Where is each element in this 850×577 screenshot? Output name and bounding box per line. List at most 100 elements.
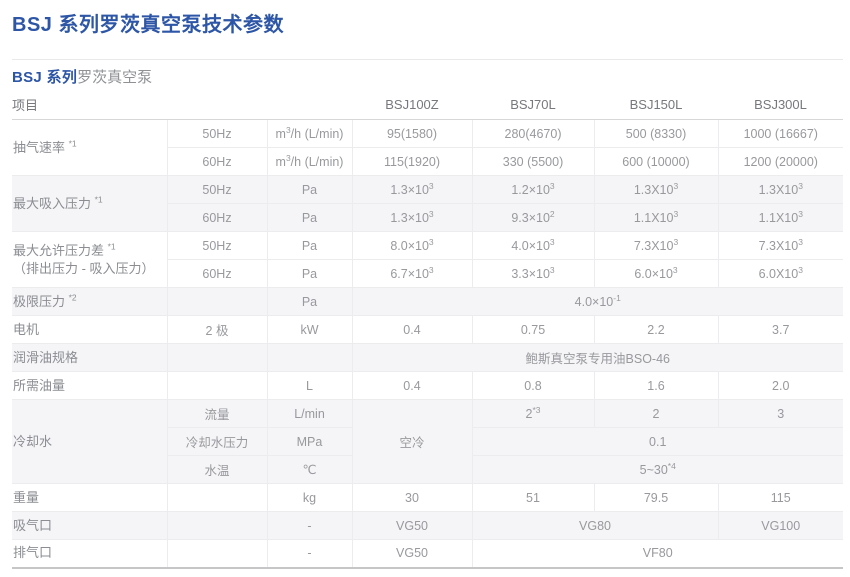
table-cell-label: 排气口 <box>12 539 168 569</box>
spec-table-head: 项目 BSJ100Z BSJ70L BSJ150L BSJ300L <box>12 89 843 120</box>
table-row: 最大允许压力差 *1 （排出压力 - 吸入压力） 50Hz Pa 8.0×103 4.0×… <box>12 231 843 288</box>
table-cell-value: 1200 (20000) <box>717 147 843 176</box>
table-row: 重量 kg 30 51 79.5 115 <box>12 483 843 512</box>
table-cell-value: 1.3X103 <box>717 175 843 204</box>
table-cell-sub: 流量 <box>166 399 268 428</box>
table-row: 极限压力 *2 Pa 4.0×10-1 <box>12 287 843 316</box>
table-cell-sub: 水温 <box>167 455 268 484</box>
table-cell-unit: - <box>266 511 353 540</box>
page-title: BSJ 系列罗茨真空泵技术参数 <box>12 14 284 36</box>
table-cell-sub: 60Hz <box>167 147 268 176</box>
spec-table: 项目 BSJ100Z BSJ70L BSJ150L BSJ300L 抽气速率 *1 50H… <box>12 89 843 569</box>
section-subtitle: BSJ 系列罗茨真空泵 <box>12 69 843 87</box>
table-cell-value: 4.0×10-1 <box>351 287 843 316</box>
table-cell-value: 115 <box>717 483 843 512</box>
superscript: 3 <box>673 208 679 219</box>
superscript: 3 <box>673 180 679 191</box>
subtitle-series-label: BSJ 系列 <box>12 69 78 86</box>
superscript: 3 <box>285 152 291 163</box>
table-cell-value: 3.3×103 <box>471 259 595 288</box>
table-row: 润滑油规格 鲍斯真空泵专用油BSO-46 <box>12 343 843 372</box>
table-cell-value: 0.75 <box>471 315 595 344</box>
table-cell-label: 最大允许压力差 *1 （排出压力 - 吸入压力） <box>12 231 168 288</box>
table-cell-sub <box>166 371 268 400</box>
superscript: *4 <box>667 460 676 471</box>
table-cell-value: 3.7 <box>717 315 843 344</box>
column-header-model: BSJ150L <box>594 89 718 120</box>
table-cell-sub: 50Hz <box>166 231 268 260</box>
table-cell-value: 空冷 <box>351 399 473 484</box>
table-cell-value: 280(4670) <box>471 119 595 148</box>
superscript: 3 <box>428 264 434 275</box>
table-cell-unit: L <box>266 371 353 400</box>
table-cell-value: 1.1X103 <box>717 203 843 232</box>
table-row: 电机 2 极 kW 0.4 0.75 2.2 3.7 <box>12 315 843 344</box>
table-cell-sub: 50Hz <box>166 119 268 148</box>
table-cell-value: 95(1580) <box>351 119 473 148</box>
superscript: 3 <box>549 236 555 247</box>
table-cell-label: 最大吸入压力 *1 <box>12 175 168 232</box>
table-cell-value: VG50 <box>351 539 473 569</box>
table-cell-sub <box>166 483 268 512</box>
superscript: 3 <box>549 264 555 275</box>
table-cell-value: 6.0X103 <box>717 259 843 288</box>
table-cell-value: 600 (10000) <box>593 147 719 176</box>
table-cell-sub: 60Hz <box>167 259 268 288</box>
table-cell-unit: Pa <box>266 231 353 260</box>
table-row: 抽气速率 *1 50Hz m3/h (L/min) 95(1580) 280(4670)… <box>12 119 843 176</box>
table-row: 吸气口 - VG50 VG80 VG100 <box>12 511 843 540</box>
superscript: *1 <box>68 138 77 149</box>
spec-table-body: 抽气速率 *1 50Hz m3/h (L/min) 95(1580) 280(4670)… <box>12 119 843 569</box>
table-cell-sub <box>166 539 268 569</box>
superscript: 3 <box>428 208 434 219</box>
table-cell-label: 重量 <box>12 483 168 512</box>
table-cell-value: 1.2×103 <box>471 175 595 204</box>
table-cell-unit: Pa <box>266 203 353 232</box>
table-cell-value: VG80 <box>471 511 719 540</box>
subtitle-product-label: 罗茨真空泵 <box>77 69 153 86</box>
table-cell-value: 7.3X103 <box>717 231 843 260</box>
table-cell-value: 1.3×103 <box>351 203 473 232</box>
superscript: 3 <box>798 236 803 247</box>
top-divider <box>12 59 843 60</box>
superscript: 3 <box>428 236 434 247</box>
superscript: 3 <box>672 264 678 275</box>
page: BSJ 系列罗茨真空泵技术参数 BSJ 系列罗茨真空泵 项目 BSJ100Z BSJ… <box>0 8 850 569</box>
table-cell-value: 1000 (16667) <box>717 119 843 148</box>
table-cell-value: 3 <box>717 399 843 428</box>
table-cell-label: 电机 <box>12 315 168 344</box>
table-cell-label: 所需油量 <box>12 371 168 400</box>
table-cell-label: 极限压力 *2 <box>12 287 168 316</box>
table-row: 所需油量 L 0.4 0.8 1.6 2.0 <box>12 371 843 400</box>
table-cell-label: 吸气口 <box>12 511 168 540</box>
table-cell-value: 6.7×103 <box>351 259 473 288</box>
table-cell-value: 2.2 <box>593 315 719 344</box>
column-header-model: BSJ300L <box>718 89 843 120</box>
superscript: 2 <box>549 208 555 219</box>
table-cell-value: 1.3X103 <box>593 175 719 204</box>
table-cell-value: 330 (5500) <box>471 147 595 176</box>
superscript: 3 <box>798 264 803 275</box>
table-cell-unit: Pa <box>266 287 353 316</box>
table-cell-value: 0.1 <box>471 427 843 456</box>
table-cell-unit: MPa <box>266 427 353 456</box>
table-cell-value: 鲍斯真空泵专用油BSO-46 <box>351 343 843 372</box>
table-cell-value: VG100 <box>717 511 843 540</box>
table-cell-sub: 60Hz <box>167 203 268 232</box>
table-cell-unit: L/min <box>266 399 353 428</box>
table-cell-unit: kg <box>266 483 353 512</box>
table-cell-value: 6.0×103 <box>593 259 719 288</box>
superscript: 3 <box>285 124 291 135</box>
table-cell-value: 1.6 <box>593 371 719 400</box>
column-header-row: 项目 BSJ100Z BSJ70L BSJ150L BSJ300L <box>12 89 843 120</box>
table-cell-unit: m3/h (L/min) <box>266 119 353 148</box>
superscript: 3 <box>798 180 803 191</box>
table-cell-value: 1.3×103 <box>351 175 473 204</box>
table-cell-sub: 2 极 <box>166 315 268 344</box>
table-cell-sub: 50Hz <box>166 175 268 204</box>
table-cell-value: VF80 <box>471 539 843 569</box>
table-cell-unit: - <box>266 539 353 569</box>
superscript: 3 <box>798 208 803 219</box>
table-cell-sub <box>166 343 268 372</box>
table-row: 排气口 - VG50 VF80 <box>12 539 843 569</box>
